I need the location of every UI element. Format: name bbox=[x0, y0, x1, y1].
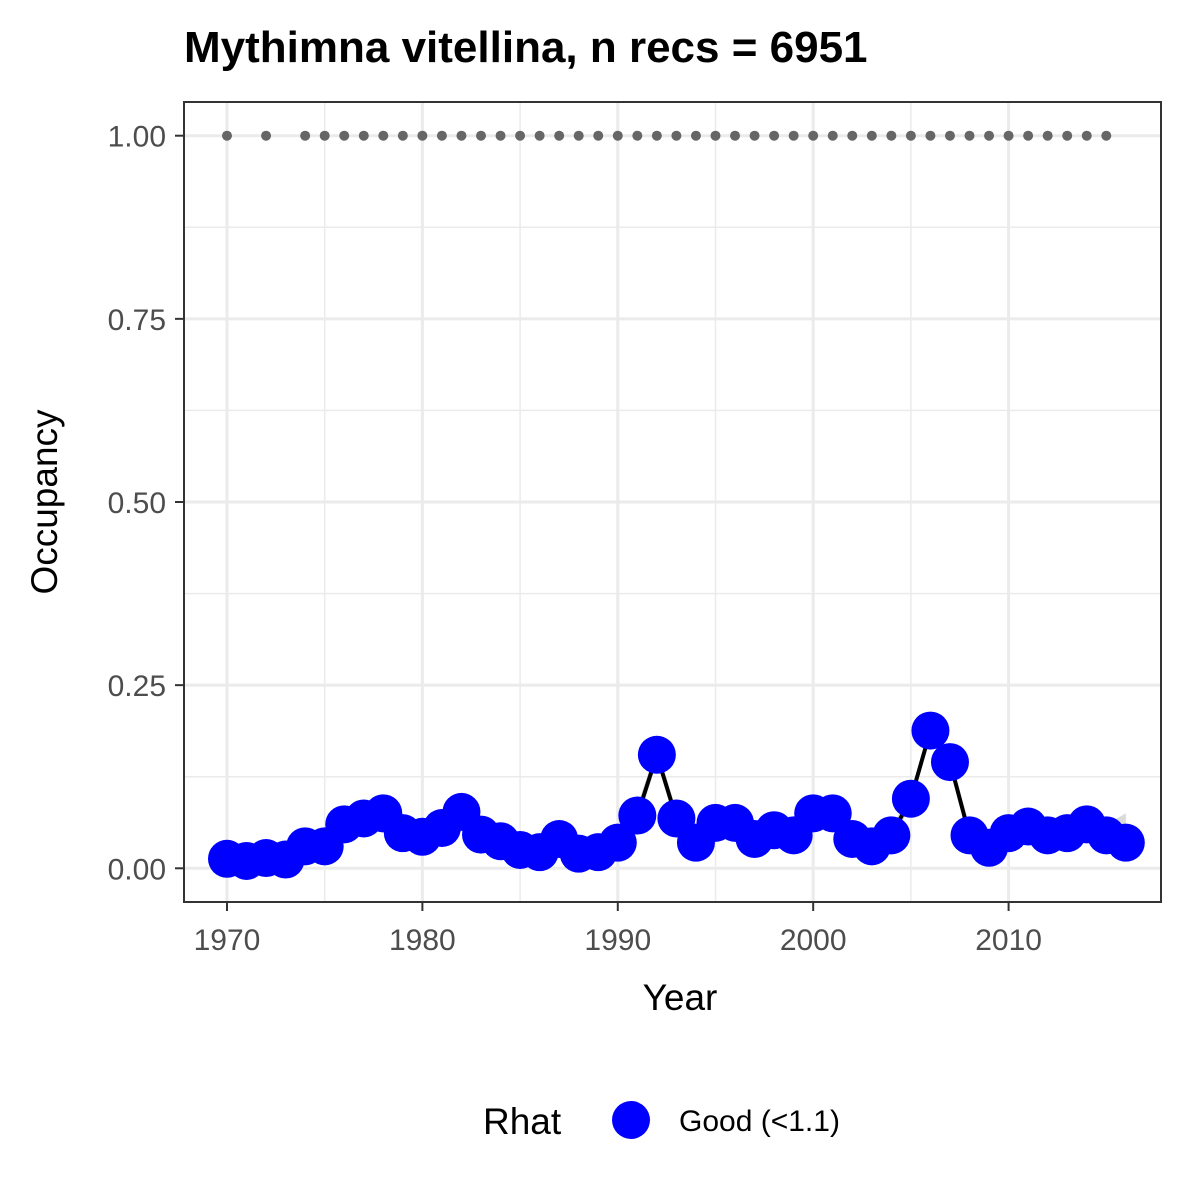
legend-key-good bbox=[612, 1101, 650, 1139]
occupancy-point bbox=[891, 779, 930, 818]
record-marker bbox=[358, 130, 369, 141]
record-marker bbox=[554, 130, 565, 141]
record-marker bbox=[808, 130, 819, 141]
record-marker bbox=[1003, 130, 1014, 141]
x-axis: 1970 1980 1990 2000 2010 bbox=[194, 902, 1042, 957]
occupancy-point bbox=[930, 743, 969, 782]
record-marker bbox=[710, 130, 721, 141]
record-marker bbox=[749, 130, 760, 141]
x-tick-label: 2000 bbox=[780, 924, 847, 957]
occupancy-point bbox=[911, 711, 950, 750]
record-marker bbox=[886, 130, 897, 141]
record-marker bbox=[456, 130, 467, 141]
record-marker bbox=[417, 130, 428, 141]
record-marker bbox=[632, 130, 643, 141]
record-marker bbox=[612, 130, 623, 141]
x-tick-label: 2010 bbox=[975, 924, 1042, 957]
record-marker bbox=[984, 130, 995, 141]
record-marker bbox=[1023, 130, 1034, 141]
y-axis: 0.00 0.25 0.50 0.75 1.00 bbox=[108, 121, 184, 886]
record-marker bbox=[319, 130, 330, 141]
occupancy-point bbox=[618, 796, 657, 835]
record-marker bbox=[221, 130, 232, 141]
record-marker bbox=[593, 130, 604, 141]
record-marker bbox=[495, 130, 506, 141]
record-marker bbox=[964, 130, 975, 141]
occupancy-point bbox=[1106, 823, 1145, 862]
record-marker bbox=[378, 130, 389, 141]
y-tick-label: 0.25 bbox=[108, 670, 166, 703]
record-marker bbox=[730, 130, 741, 141]
record-marker bbox=[1062, 130, 1073, 141]
record-marker bbox=[436, 130, 447, 141]
record-marker bbox=[573, 130, 584, 141]
y-tick-label: 0.75 bbox=[108, 304, 166, 337]
y-tick-label: 1.00 bbox=[108, 121, 166, 154]
record-marker bbox=[397, 130, 408, 141]
record-marker bbox=[1101, 130, 1112, 141]
occupancy-point bbox=[813, 794, 852, 833]
y-tick-label: 0.50 bbox=[108, 487, 166, 520]
record-marker bbox=[651, 130, 662, 141]
record-marker bbox=[515, 130, 526, 141]
record-marker bbox=[1081, 130, 1092, 141]
y-tick-label: 0.00 bbox=[108, 853, 166, 886]
record-marker bbox=[261, 130, 272, 141]
record-marker bbox=[769, 130, 780, 141]
record-marker bbox=[788, 130, 799, 141]
record-marker bbox=[866, 130, 877, 141]
record-marker bbox=[476, 130, 487, 141]
chart-title: Mythimna vitellina, n recs = 6951 bbox=[184, 23, 868, 72]
occupancy-point bbox=[872, 816, 911, 855]
record-markers bbox=[221, 130, 1112, 141]
grid-major bbox=[184, 102, 1161, 902]
occupancy-point bbox=[637, 735, 676, 774]
x-tick-label: 1970 bbox=[194, 924, 261, 957]
x-tick-label: 1980 bbox=[389, 924, 456, 957]
x-tick-label: 1990 bbox=[584, 924, 651, 957]
record-marker bbox=[534, 130, 545, 141]
record-marker bbox=[847, 130, 858, 141]
record-marker bbox=[827, 130, 838, 141]
y-axis-title: Occupancy bbox=[24, 409, 65, 595]
record-marker bbox=[671, 130, 682, 141]
legend-title: Rhat bbox=[483, 1101, 562, 1142]
legend: Rhat Good (<1.1) bbox=[483, 1101, 840, 1142]
record-marker bbox=[1042, 130, 1053, 141]
occupancy-point bbox=[598, 823, 637, 862]
record-marker bbox=[905, 130, 916, 141]
record-marker bbox=[690, 130, 701, 141]
record-marker bbox=[944, 130, 955, 141]
occupancy-points bbox=[207, 711, 1145, 880]
x-axis-title: Year bbox=[643, 977, 718, 1018]
record-marker bbox=[300, 130, 311, 141]
legend-label-good: Good (<1.1) bbox=[679, 1105, 840, 1138]
record-marker bbox=[339, 130, 350, 141]
record-marker bbox=[925, 130, 936, 141]
